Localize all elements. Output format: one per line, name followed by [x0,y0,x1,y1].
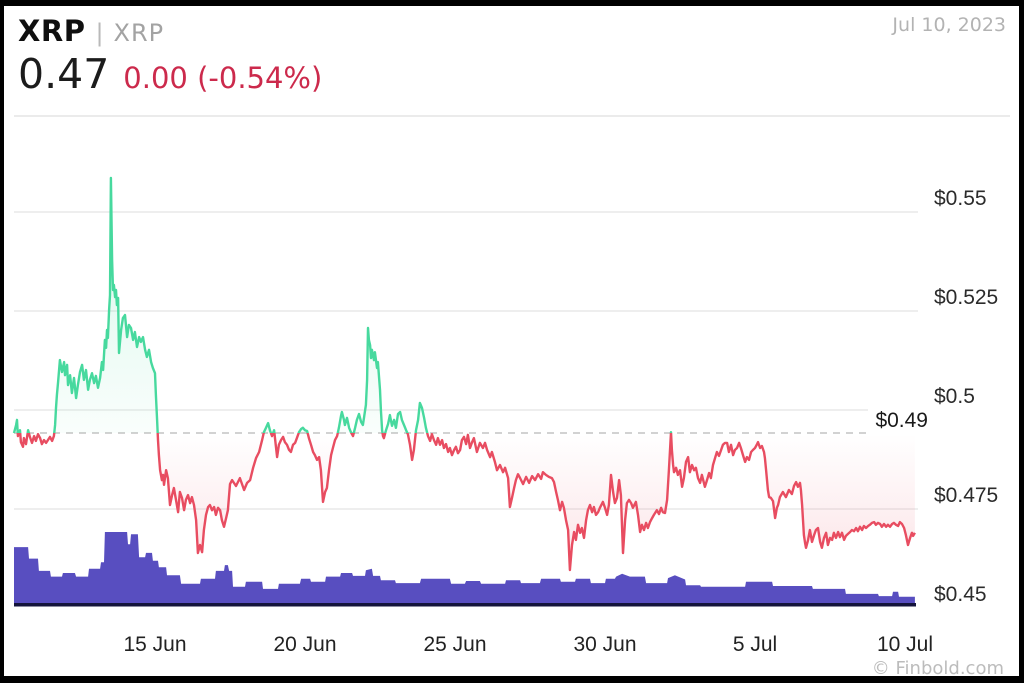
asset-symbol-secondary: XRP [113,19,165,47]
header-price-row: 0.47 0.00 (-0.54%) [18,50,322,98]
x-axis-tick-label: 15 Jun [123,633,187,656]
y-axis-tick-label: $0.525 [934,286,999,309]
x-axis-tick-label: 25 Jun [423,633,487,656]
x-axis-tick-label: 5 Jul [732,633,778,656]
title-separator: | [95,19,104,47]
volume-bars [14,532,915,604]
header-divider [14,115,1010,117]
price-line-down-segments [13,432,916,572]
y-axis-tick-label: $0.475 [934,484,999,507]
header-title-row: XRP | XRP [18,14,164,48]
watermark-credit: © Finbold.com [871,658,1004,679]
y-axis-tick-label: $0.55 [934,187,987,210]
x-axis-tick-label: 20 Jun [273,633,337,656]
asset-symbol: XRP [18,14,86,48]
x-axis-tick-label: 10 Jul [876,633,934,656]
x-axis-tick-label: 30 Jun [573,633,637,656]
y-axis-tick-label: $0.5 [934,385,975,408]
price-line-up-segments [12,176,673,433]
reference-price-label: $0.49 [868,408,928,433]
y-axis-tick-label: $0.45 [934,583,987,606]
gridlines [14,211,918,510]
price-change: 0.00 (-0.54%) [123,61,323,95]
current-price: 0.47 [18,50,110,98]
chart-date: Jul 10, 2023 [892,14,1006,36]
area-fill-above-reference [14,177,672,433]
volume-baseline-axis [14,603,916,607]
